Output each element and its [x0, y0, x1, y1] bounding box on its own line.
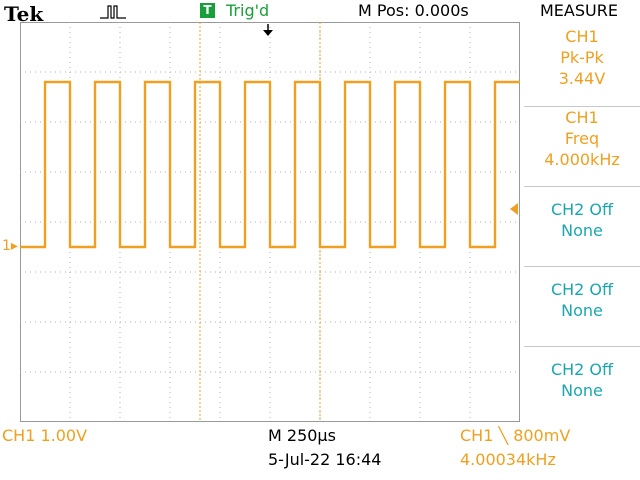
trigger-info: CH1 ╲ 800mV [460, 426, 571, 445]
ch1-ground-marker: 1▸ [2, 238, 18, 254]
measure-slot-1[interactable]: CH1 Pk-Pk 3.44V [558, 27, 606, 88]
measure-slot-5[interactable]: CH2 Off None [524, 346, 640, 425]
trigger-badge: T [200, 3, 215, 18]
measure-slot-4[interactable]: CH2 Off None [524, 266, 640, 345]
menu-title: MEASURE [540, 1, 618, 20]
timebase: M 250µs [268, 426, 336, 445]
horizontal-position: M Pos: 0.000s [358, 1, 469, 20]
measure-slot-2[interactable]: CH1 Freq 4.000kHz [524, 106, 640, 185]
trigger-status: Trig'd [226, 1, 270, 20]
trigger-frequency: 4.00034kHz [460, 450, 556, 469]
trigger-position-icon [263, 30, 273, 36]
ch1-scale: CH1 1.00V [2, 426, 88, 445]
date-time: 5-Jul-22 16:44 [268, 450, 382, 469]
ch1-waveform [20, 80, 520, 249]
trigger-level-icon [510, 203, 518, 215]
acquire-mode-icon [100, 2, 136, 24]
waveform-display [20, 22, 520, 422]
measure-slot-3[interactable]: CH2 Off None [524, 186, 640, 265]
